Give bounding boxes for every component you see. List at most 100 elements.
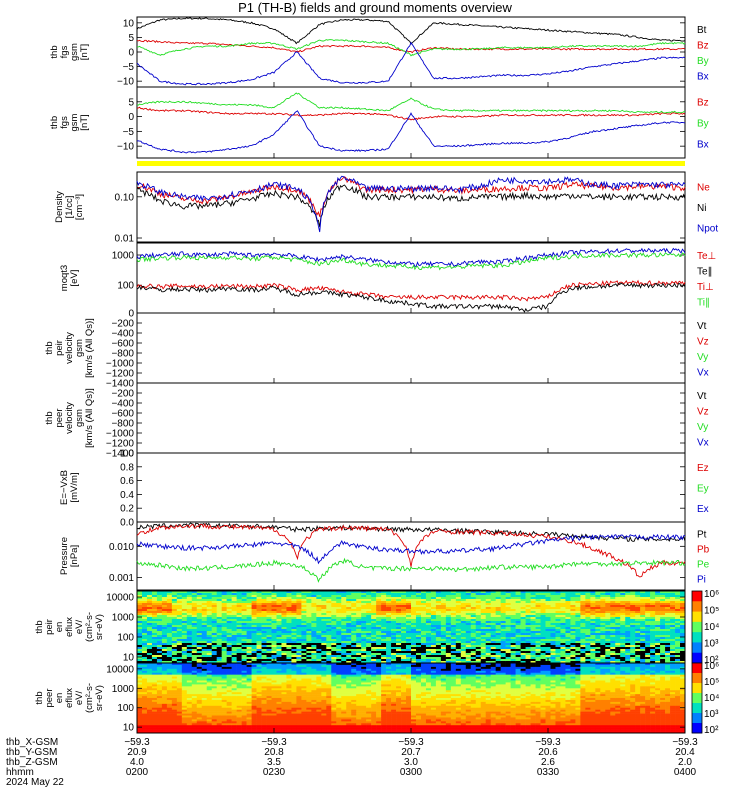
x-tick-label: −59.3 bbox=[261, 737, 287, 748]
colorbar-swatch bbox=[692, 591, 702, 602]
y-axis-label: eV/ bbox=[74, 691, 85, 706]
x-row-label: thb_Y-GSM bbox=[6, 747, 57, 758]
colorbar-swatch bbox=[692, 693, 702, 704]
y-axis-label: E=−VxB bbox=[59, 470, 70, 505]
legend-entry: Te⊥ bbox=[697, 251, 716, 262]
colorbar-swatch bbox=[692, 663, 702, 674]
y-tick-label: 10000 bbox=[106, 593, 134, 604]
colorbar-swatch bbox=[692, 632, 702, 643]
y-tick-label: 1000 bbox=[112, 251, 135, 262]
panel-frame bbox=[136, 171, 686, 243]
y-axis-label: gsm bbox=[69, 43, 80, 61]
colorbar-swatch bbox=[692, 642, 702, 654]
panel-4: 1000 100 moqt3 [eV] Te⊥ Te∥ Ti⊥ Ti∥ bbox=[59, 242, 716, 314]
series-line-bz bbox=[136, 106, 686, 121]
date-label: 2024 May 22 bbox=[6, 777, 64, 788]
legend-entry: Ti∥ bbox=[697, 297, 710, 308]
y-tick-label: 1000 bbox=[112, 684, 135, 695]
series-line-bz bbox=[136, 39, 686, 54]
y-tick-label: 1.0 bbox=[120, 449, 134, 460]
legend-entry: Npot bbox=[697, 224, 718, 235]
y-axis-label: moqt3 bbox=[59, 265, 70, 291]
y-axis-label: peer bbox=[44, 688, 55, 707]
x-tick-label: 0400 bbox=[674, 767, 697, 778]
colorbar-tick-label: 10² bbox=[704, 655, 719, 666]
panel-frame bbox=[136, 312, 686, 384]
series-line-pi bbox=[136, 533, 686, 565]
series-line-te bbox=[136, 282, 686, 313]
y-axis-label: velocity bbox=[64, 332, 75, 364]
panel-5: 0−200−400−600−800−1000−1200−1400 thb peir v… bbox=[44, 309, 709, 390]
legend-entry: Vz bbox=[697, 406, 709, 417]
colorbar-swatch bbox=[692, 703, 702, 714]
y-tick-label: −5 bbox=[123, 127, 135, 138]
panel-frame bbox=[136, 521, 686, 591]
y-axis-label: thb bbox=[44, 411, 55, 424]
y-axis-label: peir bbox=[44, 619, 55, 635]
y-tick-label: 0.010 bbox=[109, 542, 134, 553]
series-line-tiblue bbox=[136, 247, 686, 268]
data-availability-band bbox=[137, 161, 685, 166]
panel-10: 10⁶ 10⁵ 10⁴ 10³ 10² 10000 1000 100 10 thb peer en ef… bbox=[34, 661, 719, 736]
y-tick-label: 0 bbox=[128, 309, 134, 320]
x-tick-label: 4.0 bbox=[130, 757, 144, 768]
y-tick-label: −600 bbox=[111, 409, 134, 420]
y-axis-label: eflux bbox=[64, 688, 75, 708]
x-axis-annotation: thb_X-GSM −59.3 −59.3 −59.3 −59.3 −59.3 thb_Y-… bbox=[6, 737, 698, 788]
y-tick-label: −200 bbox=[111, 319, 134, 330]
legend-entry: Pi bbox=[697, 575, 706, 586]
y-axis-label: eflux bbox=[64, 617, 75, 637]
legend-entry: Bz bbox=[697, 40, 709, 51]
series-line-pb bbox=[136, 522, 686, 578]
colorbar-swatch bbox=[692, 673, 702, 684]
y-tick-label: −10 bbox=[117, 77, 134, 88]
series-line-npot bbox=[136, 175, 686, 233]
y-axis-label: sr-eV) bbox=[94, 685, 105, 711]
colorbar-swatch bbox=[692, 713, 702, 724]
x-tick-label: 20.4 bbox=[675, 747, 695, 758]
colorbar-frame bbox=[691, 662, 703, 734]
y-tick-label: 0.01 bbox=[115, 234, 135, 245]
colorbar-tick-label: 10⁴ bbox=[704, 622, 719, 633]
legend-entry: Bx bbox=[697, 71, 709, 82]
x-tick-label: 2.6 bbox=[541, 757, 555, 768]
y-tick-label: 10000 bbox=[106, 664, 134, 675]
y-axis-label: sr-eV) bbox=[94, 614, 105, 640]
colorbar-tick-label: 10² bbox=[704, 725, 719, 736]
legend-entry: Vx bbox=[697, 437, 709, 448]
y-tick-label: 0.0 bbox=[120, 518, 134, 529]
y-tick-label: −800 bbox=[111, 419, 134, 430]
series-line-pe bbox=[136, 557, 686, 583]
y-axis-label: peer bbox=[54, 408, 65, 427]
y-tick-label: 10 bbox=[123, 652, 135, 663]
x-row-label: hhmm bbox=[6, 767, 34, 778]
y-tick-label: −1200 bbox=[106, 369, 135, 380]
legend-entry: Vt bbox=[697, 391, 707, 402]
legend-entry: By bbox=[697, 119, 709, 130]
y-axis-label: [eV] bbox=[69, 270, 80, 287]
colorbar-swatch bbox=[692, 652, 702, 664]
colorbar-swatch bbox=[692, 621, 702, 633]
y-tick-label: 100 bbox=[117, 632, 134, 643]
y-tick-label: 10 bbox=[123, 18, 135, 29]
spectrogram-cells bbox=[137, 591, 686, 664]
legend-entry: By bbox=[697, 56, 709, 67]
legend-entry: Bx bbox=[697, 140, 709, 151]
legend-entry: Bz bbox=[697, 98, 709, 109]
colorbar: 10⁶ 10⁵ 10⁴ 10³ 10² bbox=[691, 589, 719, 666]
panel-1: 10 5 0 −5 −10 thb fgs gsm [nT] Bt Bz By Bx bbox=[49, 16, 709, 88]
y-axis-label: en bbox=[54, 693, 65, 704]
x-tick-label: 20.9 bbox=[127, 747, 147, 758]
series-line-bx bbox=[136, 110, 686, 154]
panel-frame bbox=[136, 452, 686, 523]
colorbar-tick-label: 10⁶ bbox=[704, 589, 719, 600]
legend-entry: Ne bbox=[697, 182, 710, 193]
legend-entry: Vx bbox=[697, 367, 709, 378]
y-tick-label: 0.8 bbox=[120, 462, 134, 473]
y-axis-label: en bbox=[54, 622, 65, 633]
y-axis-label: gsm bbox=[74, 339, 85, 357]
colorbar-swatch bbox=[692, 723, 702, 734]
y-axis-label: thb bbox=[44, 341, 55, 354]
series-line-te bbox=[136, 279, 686, 302]
